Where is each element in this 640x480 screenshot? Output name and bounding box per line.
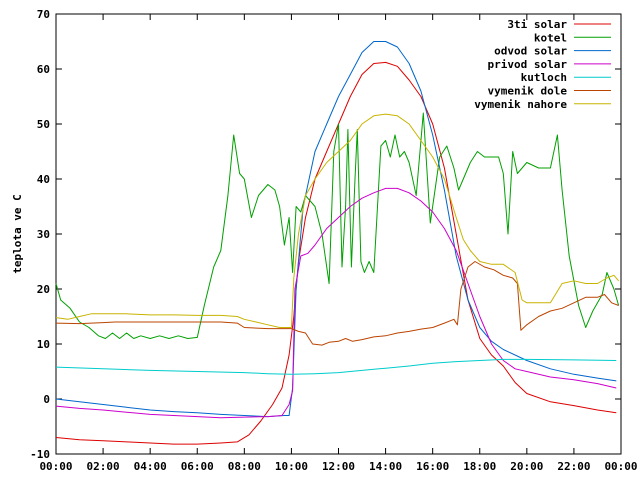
x-tick-label: 16:00 <box>416 460 449 473</box>
y-tick-label: 10 <box>37 338 50 351</box>
series-line-vymenik-dole <box>55 261 619 346</box>
legend-label-privod-solar: privod solar <box>488 58 568 71</box>
legend-label-vymenik-dole: vymenik dole <box>488 85 568 98</box>
series-line-kotel <box>55 112 620 339</box>
x-tick-label: 12:00 <box>322 460 355 473</box>
x-tick-label: 04:00 <box>134 460 167 473</box>
x-tick-label: 18:00 <box>463 460 496 473</box>
series-line-odvod-solar <box>55 41 617 418</box>
x-tick-label: 20:00 <box>510 460 543 473</box>
x-tick-label: 00:00 <box>39 460 72 473</box>
y-tick-label: 60 <box>37 63 50 76</box>
series-line-vymenik-nahore <box>55 113 619 328</box>
series-line-privod-solar <box>55 187 617 419</box>
y-tick-label: 0 <box>43 393 50 406</box>
x-tick-label: 00:00 <box>604 460 637 473</box>
x-tick-label: 06:00 <box>181 460 214 473</box>
legend-label-3ti-solar: 3ti solar <box>507 18 567 31</box>
series-line-3ti-solar <box>55 61 617 445</box>
y-tick-label: -10 <box>30 448 50 461</box>
x-tick-label: 22:00 <box>557 460 590 473</box>
legend-label-odvod-solar: odvod solar <box>494 45 567 58</box>
x-tick-label: 14:00 <box>369 460 402 473</box>
y-tick-label: 50 <box>37 118 50 131</box>
y-tick-label: 30 <box>37 228 50 241</box>
axis-ticks: 00:00 02:00 04:00 06:00 08:00 10:00 12:00 14:00… <box>30 8 637 473</box>
y-tick-label: 70 <box>37 8 50 21</box>
x-tick-label: 10:00 <box>275 460 308 473</box>
legend-label-kutloch: kutloch <box>521 71 567 84</box>
y-tick-label: 40 <box>37 173 50 186</box>
x-tick-label: 02:00 <box>87 460 120 473</box>
y-axis-label: teplota ve C <box>11 194 24 273</box>
legend-label-vymenik-nahore: vymenik nahore <box>474 98 567 111</box>
y-tick-label: 20 <box>37 283 50 296</box>
series-line-kutloch <box>55 358 617 375</box>
series-lines <box>55 41 620 445</box>
legend-label-kotel: kotel <box>534 31 567 44</box>
x-tick-label: 08:00 <box>228 460 261 473</box>
